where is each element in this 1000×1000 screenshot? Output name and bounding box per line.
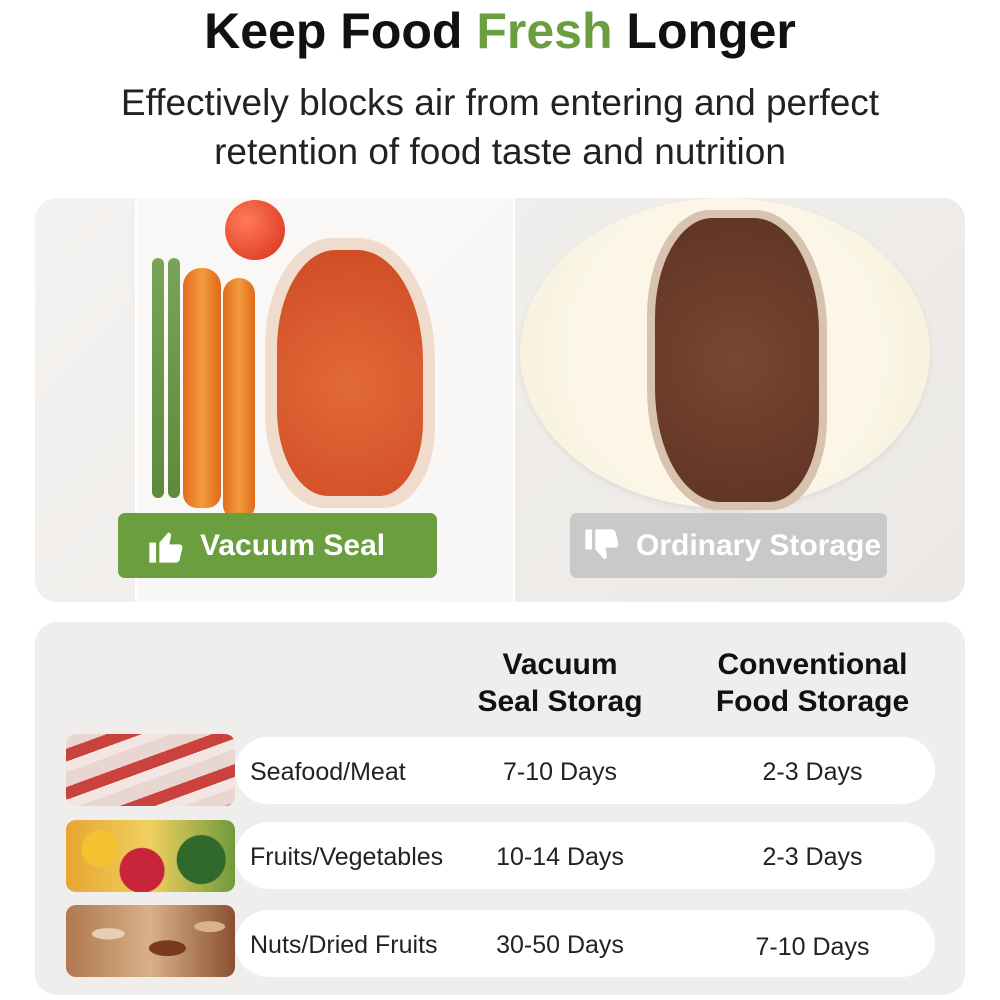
table-row <box>235 737 935 804</box>
asparagus-image <box>152 258 164 498</box>
table-row <box>235 910 935 977</box>
vacuum-seal-badge: Vacuum Seal <box>118 513 437 578</box>
comparison-photo: Vacuum Seal Ordinary Storage <box>35 198 965 602</box>
row-vacuum-days: 7-10 Days <box>503 758 617 786</box>
row-name: Seafood/Meat <box>250 758 406 786</box>
storage-comparison-table: Vacuum Seal Storag Conventional Food Sto… <box>35 622 965 995</box>
nuts-thumbnail <box>66 905 235 977</box>
asparagus-image <box>168 258 180 498</box>
subtitle-line1: Effectively blocks air from entering and… <box>120 82 880 123</box>
carrot-image <box>183 268 221 508</box>
row-conventional-days: 2-3 Days <box>762 843 863 871</box>
title-part2: Longer <box>612 3 796 59</box>
header-vacuum: Vacuum Seal Storag <box>455 646 665 720</box>
thumbs-down-icon <box>585 528 619 559</box>
ordinary-storage-badge: Ordinary Storage <box>570 513 887 578</box>
tomato-image <box>225 200 285 260</box>
raw-steak-image <box>265 238 435 508</box>
row-conventional-days: 7-10 Days <box>755 933 870 961</box>
subtitle-line2: retention of food taste and nutrition <box>214 131 786 172</box>
oxidized-steak-image <box>647 210 827 510</box>
row-name: Nuts/Dried Fruits <box>250 931 438 959</box>
header-conventional-line2: Food Storage <box>715 685 910 718</box>
title-accent: Fresh <box>476 3 613 59</box>
header-conventional-line1: Conventional <box>717 648 908 681</box>
page-title: Keep Food Fresh Longer <box>0 0 1000 62</box>
ordinary-storage-label: Ordinary Storage <box>636 528 882 562</box>
row-vacuum-days: 30-50 Days <box>496 931 624 959</box>
carrot-image <box>223 278 255 518</box>
row-vacuum-days: 10-14 Days <box>496 843 624 871</box>
thumbs-up-icon <box>149 532 183 563</box>
vacuum-seal-label: Vacuum Seal <box>200 528 386 562</box>
table-row <box>235 822 935 889</box>
subtitle: Effectively blocks air from entering and… <box>0 78 1000 176</box>
title-part1: Keep Food <box>204 3 477 59</box>
header-vacuum-line2: Seal Storag <box>477 685 643 718</box>
meat-thumbnail <box>66 734 235 806</box>
row-conventional-days: 2-3 Days <box>762 758 863 786</box>
header-conventional: Conventional Food Storage <box>690 646 935 720</box>
fruits-vegetables-thumbnail <box>66 820 235 892</box>
header-vacuum-line1: Vacuum <box>502 648 618 681</box>
row-name: Fruits/Vegetables <box>250 843 444 871</box>
